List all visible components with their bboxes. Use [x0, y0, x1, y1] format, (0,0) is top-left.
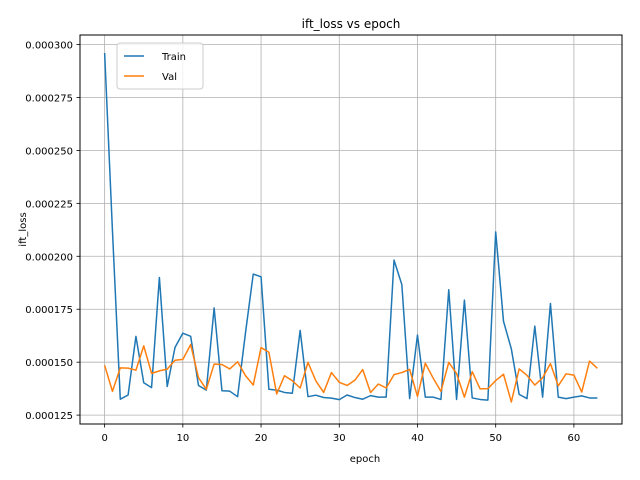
x-tick-label: 40 — [411, 433, 424, 444]
ticks: 0 10 20 30 40 50 60 0.000125 0.000150 0.000175 0.0… — [25, 41, 580, 444]
x-tick-label: 60 — [568, 433, 581, 444]
x-tick-label: 50 — [489, 433, 502, 444]
y-tick-label: 0.000275 — [25, 93, 73, 104]
x-tick-label: 20 — [255, 433, 268, 444]
legend-box — [116, 42, 204, 90]
y-tick-label: 0.000175 — [25, 305, 73, 316]
series-line-train — [103, 52, 598, 401]
chart-title: ift_loss vs epoch — [302, 17, 401, 31]
y-tick-label: 0.000250 — [25, 146, 73, 157]
x-tick-label: 0 — [101, 433, 107, 444]
grid — [80, 35, 622, 424]
x-tick-label: 10 — [176, 433, 189, 444]
legend-val-label: Val — [162, 72, 177, 83]
y-axis-label: ift_loss — [18, 212, 29, 246]
x-axis-label: epoch — [350, 454, 380, 465]
y-tick-label: 0.000125 — [25, 411, 73, 422]
plot-frame — [79, 34, 623, 425]
series-line-val — [103, 343, 598, 403]
x-tick-label: 30 — [333, 433, 346, 444]
y-tick-label: 0.000150 — [25, 358, 73, 369]
y-tick-label: 0.000200 — [25, 252, 73, 263]
y-tick-label: 0.000225 — [25, 199, 73, 210]
series-layer — [103, 52, 598, 403]
legend: Train Val — [116, 42, 204, 90]
y-tick-label: 0.000300 — [25, 41, 73, 52]
legend-train-label: Train — [161, 52, 186, 63]
